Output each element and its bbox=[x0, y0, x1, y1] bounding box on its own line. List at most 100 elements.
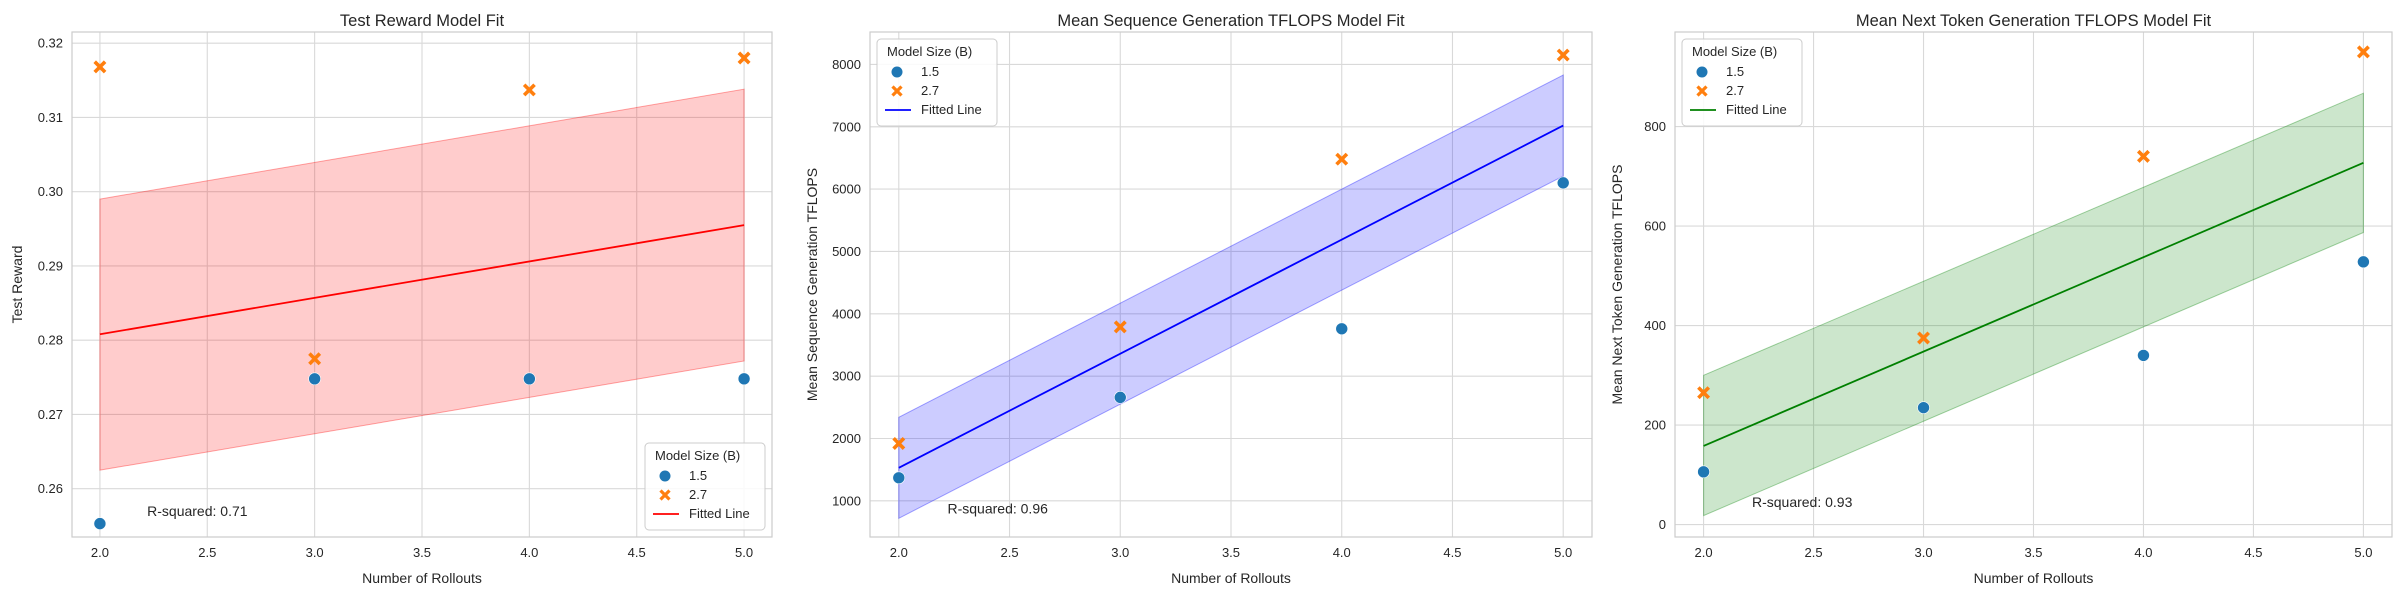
r-squared-annotation: R-squared: 0.96 bbox=[948, 500, 1049, 516]
chart-panel-3: 2.0 2.5 3.0 3.5 4.0 4.5 5.0 0 200 400 600 800 Mean N… bbox=[1609, 12, 2393, 586]
y-tick-label: 0.32 bbox=[38, 36, 63, 51]
legend-label: 1.5 bbox=[689, 468, 707, 483]
data-point-1.5 bbox=[2137, 349, 2150, 362]
data-point-2.7 bbox=[737, 51, 751, 65]
x-tick-label: 4.0 bbox=[2134, 545, 2152, 560]
data-point-1.5 bbox=[1335, 322, 1349, 336]
legend-label: 2.7 bbox=[1726, 83, 1744, 98]
legend-label: 1.5 bbox=[921, 64, 939, 79]
fitted-line bbox=[1703, 162, 2364, 447]
x-tick-label: 2.5 bbox=[1805, 545, 1823, 560]
legend-marker-circle bbox=[1696, 66, 1708, 78]
y-tick-label: 8000 bbox=[832, 57, 861, 72]
y-axis-label: Mean Sequence Generation TFLOPS bbox=[804, 168, 820, 401]
x-tick-label: 3.5 bbox=[1222, 545, 1240, 560]
fitted-line bbox=[898, 124, 1564, 469]
plot-frame bbox=[71, 31, 773, 538]
chart-title: Mean Sequence Generation TFLOPS Model Fi… bbox=[1057, 12, 1405, 30]
legend-title: Model Size (B) bbox=[655, 448, 740, 463]
x-tick-label: 2.0 bbox=[890, 545, 908, 560]
y-tick-label: 5000 bbox=[832, 244, 861, 259]
y-tick-label: 0.31 bbox=[38, 110, 63, 125]
data-point-2.7 bbox=[1556, 48, 1570, 62]
x-tick-label: 4.5 bbox=[1443, 545, 1461, 560]
legend-marker-x bbox=[891, 85, 903, 97]
data-point-1.5 bbox=[2357, 255, 2370, 269]
y-tick-label: 0 bbox=[1659, 517, 1666, 532]
chart-title: Test Reward Model Fit bbox=[340, 12, 505, 30]
data-point-2.7 bbox=[1917, 331, 1931, 345]
x-tick-label: 3.5 bbox=[2024, 545, 2042, 560]
y-axis-label: Test Reward bbox=[9, 246, 25, 324]
x-tick-label: 5.0 bbox=[735, 545, 753, 560]
legend-title: Model Size (B) bbox=[887, 44, 972, 59]
legend-marker-circle bbox=[891, 66, 903, 78]
chart-title: Mean Next Token Generation TFLOPS Model … bbox=[1856, 12, 2212, 30]
data-point-2.7 bbox=[522, 83, 536, 97]
legend-marker-x bbox=[1696, 85, 1708, 97]
data-point-1.5 bbox=[737, 372, 751, 386]
legend-title: Model Size (B) bbox=[1692, 44, 1777, 59]
x-tick-label: 4.5 bbox=[2244, 545, 2262, 560]
chart-panel-1: 2.0 2.5 3.0 3.5 4.0 4.5 5.0 0.26 0.27 0.28 0.29 0.3… bbox=[9, 12, 773, 586]
x-axis-label: Number of Rollouts bbox=[362, 570, 482, 586]
x-tick-label: 2.5 bbox=[198, 545, 216, 560]
y-tick-label: 600 bbox=[1644, 219, 1666, 234]
y-tick-label: 4000 bbox=[832, 306, 861, 321]
x-tick-label: 5.0 bbox=[2354, 545, 2372, 560]
x-tick-label: 3.0 bbox=[1914, 545, 1932, 560]
x-tick-label: 3.0 bbox=[306, 545, 324, 560]
data-point-2.7 bbox=[1113, 320, 1127, 334]
chart-panel-2: 2.0 2.5 3.0 3.5 4.0 4.5 5.0 1000 2000 3000 4000 500… bbox=[804, 12, 1593, 586]
y-tick-label: 2000 bbox=[832, 431, 861, 446]
legend-label: Fitted Line bbox=[689, 506, 750, 521]
x-tick-label: 3.5 bbox=[413, 545, 431, 560]
y-tick-label: 400 bbox=[1644, 318, 1666, 333]
legend-label: 2.7 bbox=[921, 83, 939, 98]
x-axis-label: Number of Rollouts bbox=[1974, 570, 2094, 586]
y-tick-label: 800 bbox=[1644, 119, 1666, 134]
legend-label: Fitted Line bbox=[1726, 102, 1787, 117]
plot-frame bbox=[869, 31, 1593, 538]
legend-box bbox=[876, 38, 998, 127]
y-tick-label: 3000 bbox=[832, 369, 861, 384]
y-tick-label: 0.26 bbox=[38, 481, 63, 496]
x-tick-label: 5.0 bbox=[1554, 545, 1572, 560]
y-tick-label: 1000 bbox=[832, 493, 861, 508]
data-point-2.7 bbox=[2136, 149, 2150, 163]
y-tick-label: 0.28 bbox=[38, 333, 63, 348]
y-tick-label: 200 bbox=[1644, 418, 1666, 433]
legend-label: 1.5 bbox=[1726, 64, 1744, 79]
x-tick-label: 4.0 bbox=[1333, 545, 1351, 560]
x-tick-label: 2.5 bbox=[1000, 545, 1018, 560]
x-tick-label: 4.5 bbox=[628, 545, 646, 560]
x-tick-label: 4.0 bbox=[520, 545, 538, 560]
data-point-2.7 bbox=[308, 352, 322, 366]
data-point-2.7 bbox=[2356, 45, 2370, 59]
legend-marker-x bbox=[659, 489, 671, 501]
data-point-1.5 bbox=[1113, 391, 1127, 404]
legend: Model Size (B) 1.5 2.7 Fitted Line bbox=[644, 442, 766, 531]
data-point-2.7 bbox=[1697, 386, 1711, 400]
r-squared-annotation: R-squared: 0.93 bbox=[1752, 494, 1853, 510]
legend-box bbox=[644, 442, 766, 531]
legend-label: Fitted Line bbox=[921, 102, 982, 117]
r-squared-annotation: R-squared: 0.71 bbox=[147, 503, 248, 519]
data-point-1.5 bbox=[93, 517, 107, 530]
legend: Model Size (B) 1.5 2.7 Fitted Line bbox=[1681, 38, 1803, 127]
plot-frame bbox=[1674, 31, 2393, 538]
data-point-1.5 bbox=[1917, 401, 1930, 414]
x-axis-label: Number of Rollouts bbox=[1171, 570, 1291, 586]
fitted-line bbox=[99, 224, 745, 336]
y-tick-label: 0.29 bbox=[38, 258, 63, 273]
x-tick-label: 2.0 bbox=[1695, 545, 1713, 560]
legend: Model Size (B) 1.5 2.7 Fitted Line bbox=[876, 38, 998, 127]
x-tick-label: 3.0 bbox=[1111, 545, 1129, 560]
y-tick-label: 0.27 bbox=[38, 407, 63, 422]
x-tick-label: 2.0 bbox=[91, 545, 109, 560]
y-axis-label: Mean Next Token Generation TFLOPS bbox=[1609, 165, 1625, 405]
legend-marker-circle bbox=[659, 470, 671, 482]
data-point-1.5 bbox=[1697, 465, 1710, 479]
data-point-2.7 bbox=[93, 60, 107, 74]
